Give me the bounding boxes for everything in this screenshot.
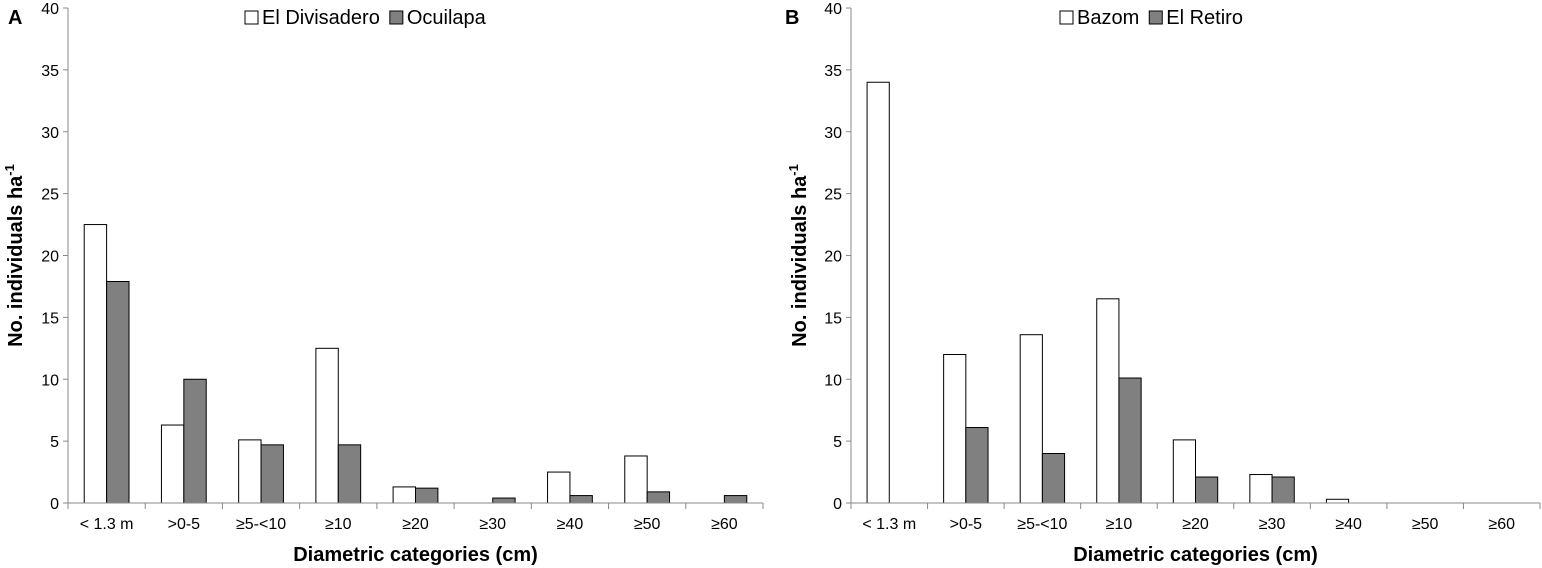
bar-el-retiro-4 (1195, 476, 1219, 504)
x-tick-label: >0-5 (950, 516, 983, 533)
x-tick-label: ≥10 (325, 516, 352, 533)
y-tick-label: 10 (41, 372, 59, 389)
bar-bazom-3 (1096, 298, 1120, 504)
bar-bazom-4 (1172, 439, 1196, 504)
bar-ocuilapa-5 (492, 497, 516, 504)
bar-bazom-2 (1019, 334, 1043, 504)
legend-swatch (1148, 10, 1163, 25)
x-tick-label: >0-5 (168, 516, 201, 533)
x-tick-label: ≥40 (557, 516, 584, 533)
bar-el-divisadero-1 (160, 424, 185, 504)
bar-el-retiro-2 (1041, 453, 1066, 504)
legend-label: El Retiro (1166, 7, 1243, 29)
bar-ocuilapa-1 (183, 378, 207, 504)
bar-el-divisadero-3 (315, 347, 339, 504)
bar-ocuilapa-7 (646, 491, 671, 504)
y-tick-label: 20 (824, 249, 842, 266)
y-tick-label: 0 (833, 496, 842, 513)
x-tick-label: ≥20 (1182, 516, 1209, 533)
x-tick-label: ≥10 (1106, 516, 1133, 533)
bar-el-divisadero-4 (392, 486, 417, 504)
y-tick-label: 15 (824, 310, 842, 327)
x-tick-label: ≥60 (1488, 516, 1515, 533)
y-tick-label: 10 (824, 372, 842, 389)
y-axis-title: No. individuals ha-1 (2, 164, 27, 347)
panel-A: A 0 5 10 15 20 25 30 35 40 < 1.3 m >0-5 ≥5-<10 ≥10 ≥20… (2, 1, 764, 566)
bar-el-retiro-1 (965, 427, 989, 504)
x-tick-label: < 1.3 m (80, 516, 134, 533)
legend-label: Ocuilapa (407, 7, 487, 29)
x-tick-label: ≥50 (634, 516, 661, 533)
bar-ocuilapa-8 (723, 495, 748, 504)
y-tick-label: 20 (41, 249, 59, 266)
y-tick-label: 40 (824, 1, 842, 18)
bar-el-retiro-5 (1271, 476, 1295, 504)
y-axis-title-main: No. individuals ha (5, 175, 27, 347)
y-tick-label: 30 (41, 125, 59, 142)
bar-bazom-6 (1325, 498, 1350, 504)
bar-ocuilapa-2 (260, 444, 284, 504)
x-axis-title: Diametric categories (cm) (293, 544, 538, 566)
bar-bazom-1 (943, 354, 967, 504)
x-tick-label: ≥30 (479, 516, 506, 533)
bar-bazom-5 (1249, 474, 1273, 504)
x-tick-label: ≥50 (1412, 516, 1439, 533)
legend-label: El Divisadero (262, 7, 380, 29)
bar-ocuilapa-6 (569, 495, 593, 504)
y-tick-label: 30 (824, 125, 842, 142)
y-tick-label: 25 (824, 187, 842, 204)
x-tick-label: ≥5-<10 (236, 516, 286, 533)
x-tick-label: < 1.3 m (862, 516, 916, 533)
x-tick-label: ≥30 (1259, 516, 1286, 533)
bar-el-divisadero-2 (238, 439, 262, 504)
x-axis-title: Diametric categories (cm) (1073, 544, 1318, 566)
panel-label: B (785, 7, 799, 29)
panel-label: A (8, 7, 22, 29)
y-axis-title-main: No. individuals ha (789, 175, 811, 347)
bar-el-divisadero-7 (624, 455, 648, 504)
y-tick-label: 25 (41, 187, 59, 204)
y-tick-label: 40 (41, 1, 59, 18)
legend-label: Bazom (1077, 7, 1139, 29)
bar-ocuilapa-0 (106, 280, 130, 504)
y-tick-label: 35 (41, 63, 59, 80)
y-axis-title: No. individuals ha-1 (786, 164, 811, 347)
y-axis-title-superscript: -1 (2, 164, 17, 176)
x-tick-label: ≥20 (402, 516, 429, 533)
legend: Bazom El Retiro (1059, 7, 1243, 29)
bar-el-retiro-3 (1118, 377, 1142, 504)
legend-swatch (244, 10, 259, 25)
bar-el-divisadero-0 (83, 224, 108, 504)
x-tick-label: ≥60 (711, 516, 738, 533)
y-tick-label: 5 (50, 434, 59, 451)
bar-el-divisadero-6 (547, 471, 571, 504)
bar-bazom-0 (866, 81, 890, 504)
y-tick-label: 35 (824, 63, 842, 80)
y-tick-label: 15 (41, 310, 59, 327)
x-tick-label: ≥5-<10 (1017, 516, 1067, 533)
y-tick-label: 0 (50, 496, 59, 513)
legend: El Divisadero Ocuilapa (244, 7, 487, 29)
panel-B: B 0 5 10 15 20 25 30 35 40 < 1.3 m >0-5 ≥5-<10 ≥10 ≥20… (785, 1, 1541, 566)
x-tick-label: ≥40 (1335, 516, 1362, 533)
legend-swatch (1059, 10, 1074, 25)
legend-swatch (389, 10, 404, 25)
y-tick-label: 5 (833, 434, 842, 451)
bar-ocuilapa-3 (337, 444, 362, 504)
y-axis-title-superscript: -1 (786, 164, 801, 176)
bar-ocuilapa-4 (415, 487, 439, 504)
